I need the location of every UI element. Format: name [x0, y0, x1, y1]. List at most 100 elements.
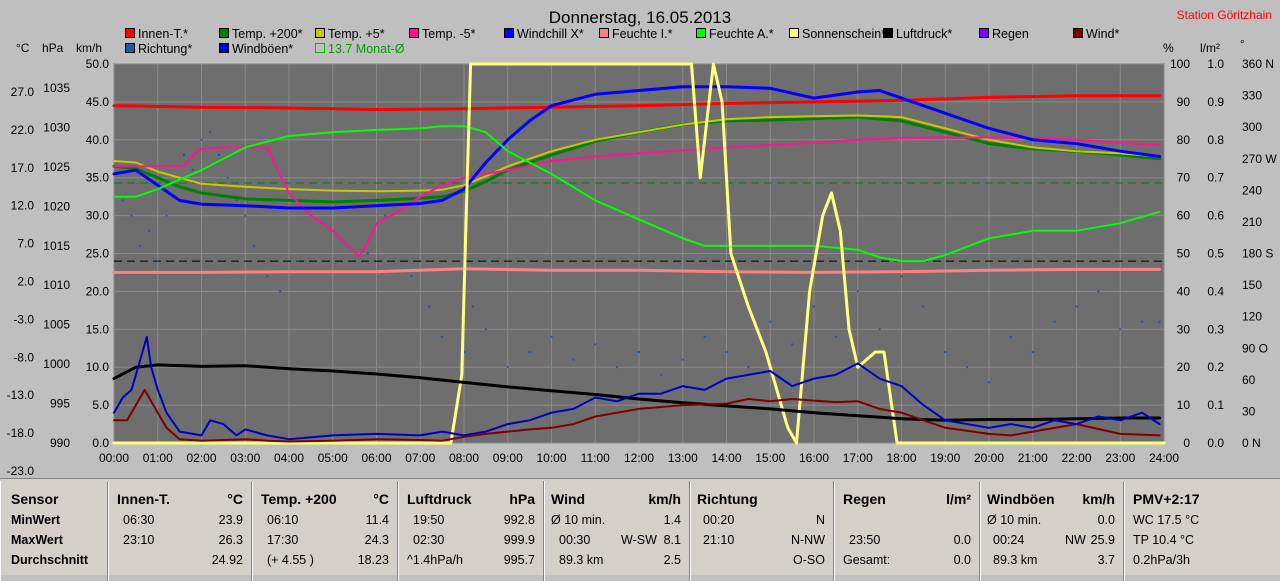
axis-temp-tick: -23.0: [7, 464, 35, 478]
direction-point: [130, 214, 133, 217]
wind-max-dir: W-SW: [621, 533, 657, 547]
direction-point: [183, 153, 185, 156]
legend-label: Regen: [992, 27, 1029, 41]
axis-pressure-tick: 1010: [43, 278, 70, 292]
axis-temp-tick: -13.0: [7, 388, 35, 402]
direction-point: [484, 328, 487, 331]
legend-label: Windböen*: [232, 42, 293, 56]
axis-temp-tick: 7.0: [17, 237, 34, 251]
legend-label: Sonnenschein*: [802, 27, 886, 41]
maxwert-label: MaxWert: [11, 533, 63, 547]
innen-header: Innen-T.: [117, 491, 170, 507]
axis-time-tick: 00:00: [99, 451, 129, 465]
direction-point: [156, 260, 159, 263]
axis-wind-tick: 45.0: [86, 95, 110, 109]
richtung-avg-value: O-SO: [793, 553, 825, 567]
richtung-max-time: 21:10: [703, 533, 735, 547]
axis-wind-tick: 30.0: [86, 209, 110, 223]
legend-swatch: [1073, 28, 1083, 38]
axis-rain-tick: 0.9: [1207, 95, 1224, 109]
wind-avg-value: 2.5: [663, 553, 681, 567]
legend-label: Feuchte A.*: [709, 27, 774, 41]
windboeen-max-value: 25.9: [1090, 533, 1115, 547]
luftdruck-min-value: 992.8: [503, 513, 535, 527]
axis-percent-tick: 0: [1183, 436, 1190, 450]
axis-direction-tick: 300: [1242, 120, 1262, 134]
col-richtung: Richtung 00:20 N 21:10 N-NW O-SO: [690, 481, 834, 581]
regen-header: Regen: [843, 491, 886, 507]
col-wind: Wind km/h Ø 10 min. 1.4 00:30 W-SW 8.1 8…: [544, 481, 690, 581]
axis-pressure-tick: 1005: [43, 318, 70, 332]
luftdruck-min-time: 19:50: [413, 513, 445, 527]
windboeen-max-dir: NW: [1065, 533, 1086, 547]
innen-min-value: 23.9: [218, 513, 243, 527]
axis-wind-tick: 5.0: [92, 398, 109, 412]
axis-wind-tick: 20.0: [86, 284, 110, 298]
unit-label-percent: %: [1163, 41, 1174, 55]
legend-swatch: [125, 28, 135, 38]
axis-wind-tick: 15.0: [86, 322, 110, 336]
direction-point: [506, 366, 509, 369]
direction-point: [966, 366, 969, 369]
axis-percent-tick: 60: [1177, 209, 1191, 223]
direction-point: [253, 244, 255, 247]
direction-point: [1119, 328, 1122, 331]
legend-label: Temp. +200*: [232, 27, 303, 41]
direction-point: [594, 343, 597, 346]
axis-time-tick: 10:00: [536, 451, 566, 465]
temp-avg-value: 18.23: [357, 553, 389, 567]
axis-rain-tick: 0.3: [1207, 322, 1224, 336]
wind-max-time: 00:30: [559, 533, 591, 547]
wind-header: Wind: [551, 491, 586, 507]
direction-point: [1141, 320, 1144, 323]
legend-swatch: [409, 28, 419, 38]
direction-point: [1097, 290, 1100, 293]
legend-label: Wind*: [1086, 27, 1119, 41]
axis-temp-tick: -18.0: [7, 426, 35, 440]
series-line: [113, 335, 1161, 441]
direction-point: [725, 351, 728, 354]
luftdruck-max-value: 999.9: [503, 533, 535, 547]
direction-point: [659, 373, 662, 376]
legend-swatch: [315, 28, 325, 38]
legend-swatch: [125, 43, 135, 53]
legend-swatch: [883, 28, 893, 38]
direction-point: [384, 214, 387, 217]
direction-point: [1075, 305, 1078, 308]
direction-point: [165, 214, 168, 217]
axis-direction-tick: 240: [1242, 183, 1262, 197]
axis-rain-tick: 0.4: [1207, 284, 1224, 298]
axis-temp-tick: 12.0: [11, 199, 35, 213]
luftdruck-avg-value: 995.7: [503, 553, 535, 567]
direction-point: [769, 320, 772, 323]
col-windboeen: Windböen km/h Ø 10 min. 0.0 00:24 NW 25.…: [980, 481, 1124, 581]
legend-label: 13.7 Monat-Ø: [328, 42, 405, 56]
axis-percent-tick: 80: [1177, 133, 1191, 147]
axis-time-tick: 22:00: [1061, 451, 1091, 465]
axis-rain-tick: 1.0: [1207, 57, 1224, 71]
windboeen-distance: 89.3 km: [993, 553, 1038, 567]
axis-percent-tick: 50: [1177, 247, 1191, 261]
legend-label: Luftdruck*: [896, 27, 952, 41]
axis-rain-tick: 0.1: [1207, 398, 1224, 412]
direction-point: [747, 366, 750, 369]
axis-percent-tick: 10: [1177, 398, 1191, 412]
axis-rain-tick: 0.6: [1207, 209, 1224, 223]
axis-time-tick: 05:00: [318, 451, 348, 465]
direction-point: [366, 252, 369, 255]
temp-min-time: 06:10: [267, 513, 299, 527]
axis-temp-tick: -8.0: [13, 350, 34, 364]
series-line: [113, 125, 1161, 263]
legend-label: Richtung*: [138, 42, 192, 56]
direction-point: [266, 275, 269, 278]
col-temp: Temp. +200 °C 06:10 11.4 17:30 24.3 (+ 4…: [252, 481, 398, 581]
pmv-windchill: WC 17.5 °C: [1133, 513, 1200, 527]
direction-point: [471, 305, 474, 308]
axis-time-tick: 14:00: [711, 451, 741, 465]
axis-wind-tick: 35.0: [86, 171, 110, 185]
axis-direction-tick: 0 N: [1242, 436, 1261, 450]
axis-pressure-tick: 1015: [43, 239, 70, 253]
axis-direction-tick: 360 N: [1242, 57, 1274, 71]
axis-temp-tick: 27.0: [11, 85, 35, 99]
axis-time-tick: 09:00: [493, 451, 523, 465]
